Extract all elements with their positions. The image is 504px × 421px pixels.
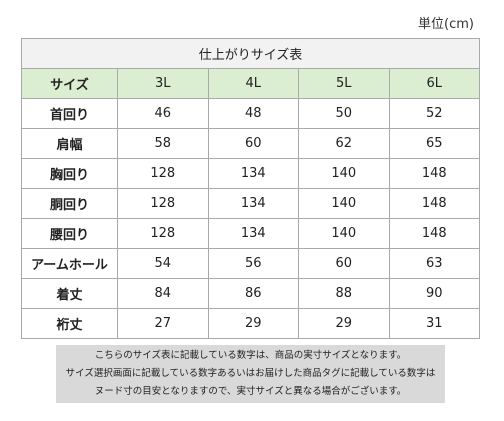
table-row: 肩幅 58 60 62 65 bbox=[21, 128, 480, 159]
unit-label: 単位(cm) bbox=[418, 17, 474, 32]
table-cell: 63 bbox=[388, 248, 480, 279]
table-row: 胸回り 128 134 140 148 bbox=[21, 158, 480, 189]
table-cell: 29 bbox=[298, 308, 390, 339]
corner-header: サイズ bbox=[21, 68, 118, 99]
table-cell: 29 bbox=[207, 308, 299, 339]
row-label-shoulder: 肩幅 bbox=[21, 128, 118, 159]
table-cell: 128 bbox=[117, 218, 209, 249]
table-cell: 65 bbox=[388, 128, 480, 159]
table-cell: 56 bbox=[207, 248, 299, 279]
table-cell: 60 bbox=[207, 128, 299, 159]
table-cell: 31 bbox=[388, 308, 480, 339]
size-table: 仕上がりサイズ表 サイズ 3L 4L 5L 6L 首回り 46 48 50 52… bbox=[21, 38, 480, 339]
table-cell: 140 bbox=[298, 218, 390, 249]
table-cell: 84 bbox=[117, 278, 209, 309]
table-row: 裄丈 27 29 29 31 bbox=[21, 308, 480, 339]
table-cell: 54 bbox=[117, 248, 209, 279]
row-label-armhole: アームホール bbox=[21, 248, 118, 279]
row-label-neck: 首回り bbox=[21, 98, 118, 129]
table-cell: 148 bbox=[388, 218, 480, 249]
table-cell: 140 bbox=[298, 188, 390, 219]
row-label-sleeve: 裄丈 bbox=[21, 308, 118, 339]
size-header-6l: 6L bbox=[388, 68, 480, 99]
note-line: ヌード寸の目安となりますので、実寸サイズと異なる場合がございます。 bbox=[94, 386, 407, 397]
note-line: こちらのサイズ表に記載している数字は、商品の実寸サイズとなります。 bbox=[94, 350, 407, 361]
table-cell: 88 bbox=[298, 278, 390, 309]
table-cell: 140 bbox=[298, 158, 390, 189]
row-label-length: 着丈 bbox=[21, 278, 118, 309]
table-cell: 46 bbox=[117, 98, 209, 129]
table-cell: 134 bbox=[207, 218, 299, 249]
table-cell: 148 bbox=[388, 158, 480, 189]
table-header-row: サイズ 3L 4L 5L 6L bbox=[21, 68, 480, 99]
table-row: 腰回り 128 134 140 148 bbox=[21, 218, 480, 249]
table-cell: 27 bbox=[117, 308, 209, 339]
table-cell: 128 bbox=[117, 158, 209, 189]
row-label-hip: 腰回り bbox=[21, 218, 118, 249]
table-cell: 58 bbox=[117, 128, 209, 159]
table-cell: 48 bbox=[207, 98, 299, 129]
row-label-waist: 胴回り bbox=[21, 188, 118, 219]
table-cell: 148 bbox=[388, 188, 480, 219]
table-cell: 62 bbox=[298, 128, 390, 159]
table-title-row: 仕上がりサイズ表 bbox=[21, 38, 480, 69]
table-row: 胴回り 128 134 140 148 bbox=[21, 188, 480, 219]
size-header-4l: 4L bbox=[207, 68, 299, 99]
table-cell: 60 bbox=[298, 248, 390, 279]
table-cell: 134 bbox=[207, 158, 299, 189]
size-header-5l: 5L bbox=[298, 68, 390, 99]
table-cell: 52 bbox=[388, 98, 480, 129]
table-title: 仕上がりサイズ表 bbox=[21, 38, 480, 69]
size-header-3l: 3L bbox=[117, 68, 209, 99]
note-line: サイズ選択画面に記載している数字あるいはお届けした商品タグに記載している数字は bbox=[65, 368, 436, 379]
measurement-note: こちらのサイズ表に記載している数字は、商品の実寸サイズとなります。 サイズ選択画… bbox=[56, 345, 445, 403]
row-label-chest: 胸回り bbox=[21, 158, 118, 189]
table-row: 着丈 84 86 88 90 bbox=[21, 278, 480, 309]
table-cell: 128 bbox=[117, 188, 209, 219]
table-cell: 86 bbox=[207, 278, 299, 309]
table-row: 首回り 46 48 50 52 bbox=[21, 98, 480, 129]
table-cell: 50 bbox=[298, 98, 390, 129]
table-row: アームホール 54 56 60 63 bbox=[21, 248, 480, 279]
table-cell: 134 bbox=[207, 188, 299, 219]
table-cell: 90 bbox=[388, 278, 480, 309]
